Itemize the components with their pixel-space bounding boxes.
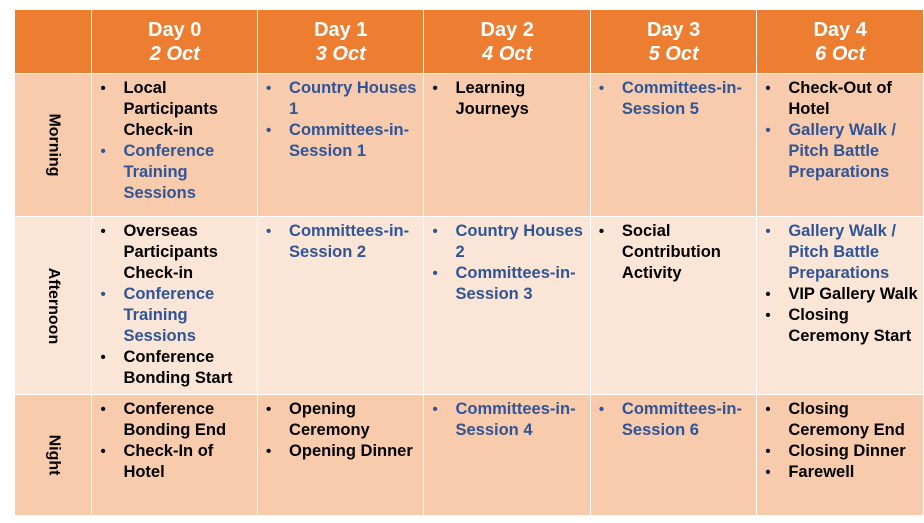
schedule-cell: Gallery Walk / Pitch Battle Preparations…: [756, 216, 924, 395]
header-corner: [13, 9, 93, 74]
activity-item: Overseas Participants Check-in: [100, 221, 253, 284]
day-name: Day 2: [480, 18, 534, 41]
schedule-cell: Country Houses 1Committees-in-Session 1: [257, 73, 425, 217]
day-header: Day 2 4 Oct: [423, 9, 591, 74]
schedule-table: Day 0 2 Oct Day 1 3 Oct Day 2 4 Oct Day …: [13, 9, 924, 516]
activity-item: Farewell: [765, 462, 919, 483]
activity-list: Committees-in-Session 2: [258, 217, 423, 263]
activity-list: Committees-in-Session 5: [591, 74, 756, 120]
activity-item: Closing Ceremony Start: [765, 305, 919, 347]
day-name: Day 3: [646, 18, 701, 41]
activity-list: Opening CeremonyOpening Dinner: [258, 395, 423, 462]
day-header: Day 4 6 Oct: [756, 9, 924, 74]
activity-item: Opening Ceremony: [266, 399, 419, 441]
period-row-morning: Morning Local Participants Check-inConfe…: [13, 73, 924, 217]
activity-list: Country Houses 2Committees-in-Session 3: [424, 217, 589, 305]
period-label-cell: Morning: [13, 73, 93, 217]
activity-item: Country Houses 1: [266, 78, 419, 120]
activity-item: Local Participants Check-in: [100, 78, 253, 141]
schedule-cell: Committees-in-Session 4: [423, 394, 591, 516]
activity-item: Conference Training Sessions: [100, 141, 253, 204]
period-label-cell: Afternoon: [13, 216, 93, 395]
activity-item: Check-In of Hotel: [100, 441, 253, 483]
period-label: Afternoon: [45, 267, 63, 344]
day-date: 2 Oct: [149, 42, 200, 65]
schedule-cell: Local Participants Check-inConference Tr…: [91, 73, 259, 217]
activity-list: Committees-in-Session 4: [424, 395, 589, 441]
activity-item: Social Contribution Activity: [599, 221, 752, 284]
activity-item: Conference Bonding Start: [100, 347, 253, 389]
activity-item: Check-Out of Hotel: [765, 78, 919, 120]
day-header: Day 1 3 Oct: [257, 9, 425, 74]
schedule-cell: Social Contribution Activity: [589, 216, 758, 395]
day-name: Day 1: [314, 18, 368, 41]
activity-item: Committees-in-Session 5: [599, 78, 752, 120]
activity-item: Country Houses 2: [432, 221, 585, 263]
period-label-cell: Night: [13, 394, 93, 516]
activity-list: Committees-in-Session 6: [591, 395, 756, 441]
period-row-afternoon: Afternoon Overseas Participants Check-in…: [13, 216, 924, 395]
activity-item: VIP Gallery Walk: [765, 284, 919, 305]
activity-list: Country Houses 1Committees-in-Session 1: [258, 74, 423, 162]
day-header: Day 3 5 Oct: [589, 9, 758, 74]
day-date: 6 Oct: [815, 42, 866, 65]
day-name: Day 4: [813, 18, 867, 41]
schedule-cell: Country Houses 2Committees-in-Session 3: [423, 216, 591, 395]
day-header: Day 0 2 Oct: [91, 9, 259, 74]
activity-item: Conference Training Sessions: [100, 284, 253, 347]
period-label: Morning: [45, 113, 63, 177]
day-date: 5 Oct: [648, 42, 699, 65]
activity-item: Conference Bonding End: [100, 399, 253, 441]
schedule-cell: Committees-in-Session 2: [257, 216, 425, 395]
period-row-night: Night Conference Bonding EndCheck-In of …: [13, 394, 924, 516]
activity-list: Check-Out of HotelGallery Walk / Pitch B…: [757, 74, 923, 183]
schedule-cell: Learning Journeys: [423, 73, 591, 217]
schedule-cell: Conference Bonding EndCheck-In of Hotel: [91, 394, 259, 516]
activity-item: Gallery Walk / Pitch Battle Preparations: [765, 221, 919, 284]
day-date: 3 Oct: [315, 42, 366, 65]
schedule-cell: Closing Ceremony EndClosing DinnerFarewe…: [756, 394, 924, 516]
activity-list: Gallery Walk / Pitch Battle Preparations…: [757, 217, 923, 347]
schedule-cell: Check-Out of HotelGallery Walk / Pitch B…: [756, 73, 924, 217]
activity-item: Learning Journeys: [432, 78, 585, 120]
activity-item: Closing Dinner: [765, 441, 919, 462]
period-label: Night: [45, 434, 63, 476]
activity-list: Closing Ceremony EndClosing DinnerFarewe…: [757, 395, 923, 483]
activity-item: Committees-in-Session 2: [266, 221, 419, 263]
activity-item: Gallery Walk / Pitch Battle Preparations: [765, 120, 919, 183]
activity-item: Committees-in-Session 6: [599, 399, 752, 441]
schedule-cell: Committees-in-Session 5: [589, 73, 758, 217]
activity-list: Learning Journeys: [424, 74, 589, 120]
activity-list: Overseas Participants Check-inConference…: [92, 217, 257, 389]
schedule-cell: Opening CeremonyOpening Dinner: [257, 394, 425, 516]
schedule-cell: Overseas Participants Check-inConference…: [91, 216, 259, 395]
activity-list: Local Participants Check-inConference Tr…: [92, 74, 257, 204]
day-header-row: Day 0 2 Oct Day 1 3 Oct Day 2 4 Oct Day …: [13, 9, 924, 74]
schedule-cell: Committees-in-Session 6: [589, 394, 758, 516]
activity-list: Social Contribution Activity: [591, 217, 756, 284]
activity-list: Conference Bonding EndCheck-In of Hotel: [92, 395, 257, 483]
activity-item: Opening Dinner: [266, 441, 419, 462]
activity-item: Committees-in-Session 1: [266, 120, 419, 162]
day-name: Day 0: [148, 18, 202, 41]
activity-item: Committees-in-Session 4: [432, 399, 585, 441]
activity-item: Committees-in-Session 3: [432, 263, 585, 305]
activity-item: Closing Ceremony End: [765, 399, 919, 441]
day-date: 4 Oct: [482, 42, 533, 65]
